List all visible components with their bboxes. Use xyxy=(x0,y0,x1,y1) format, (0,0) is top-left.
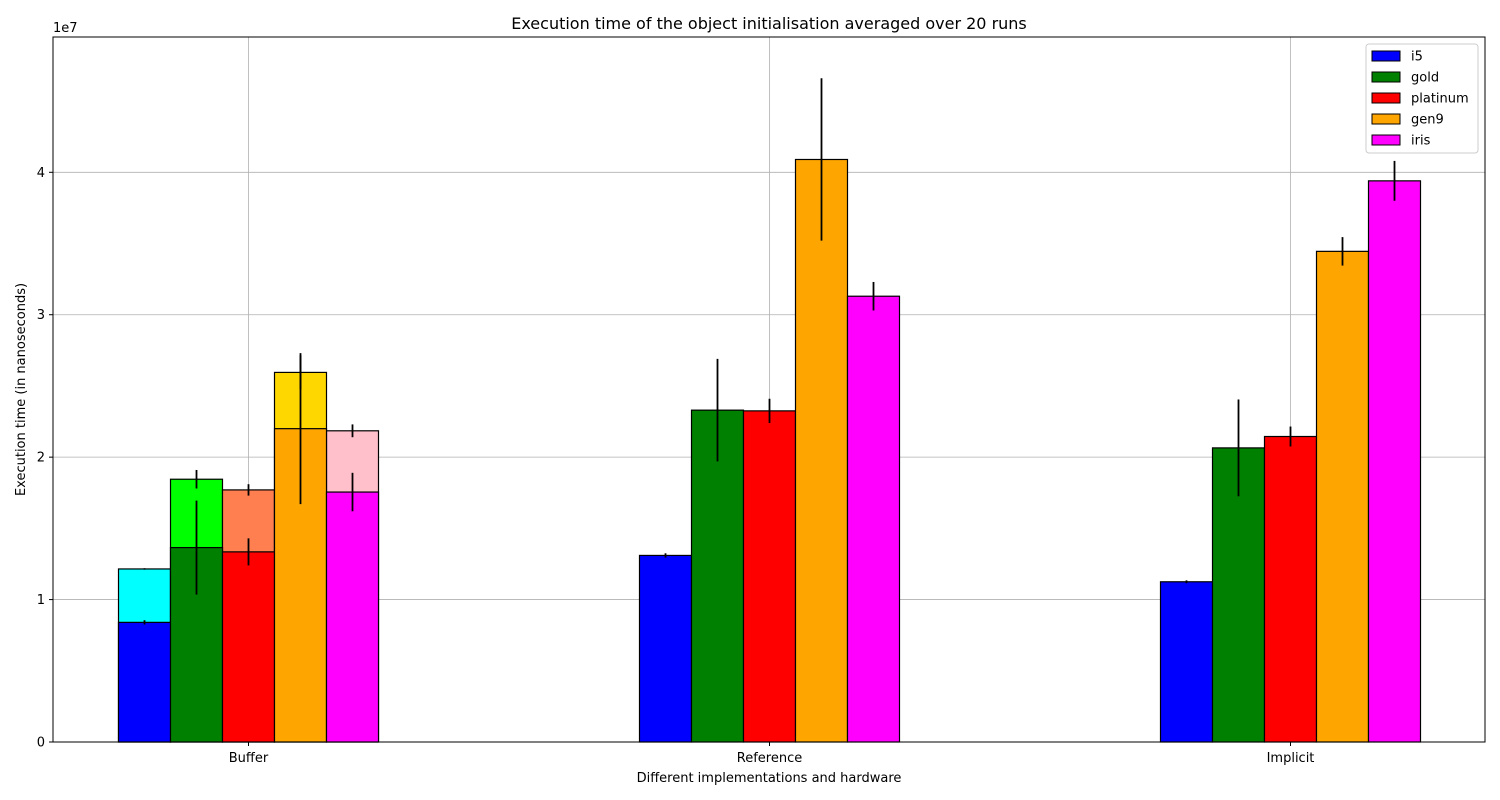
bar-platinum xyxy=(221,551,276,743)
bar-i5 xyxy=(117,621,172,743)
legend-swatch-i5 xyxy=(1371,50,1401,62)
legend-label-i5: i5 xyxy=(1411,50,1423,65)
bar-gold xyxy=(1211,447,1266,743)
y-tick-label: 4 xyxy=(37,166,45,181)
x-tick-label: Reference xyxy=(737,751,802,766)
y-tick-label: 0 xyxy=(37,736,45,751)
bar-i5 xyxy=(638,554,693,743)
y-tick-label: 3 xyxy=(37,308,45,323)
x-tick-label: Buffer xyxy=(229,751,269,766)
y-tick-label: 1 xyxy=(37,593,45,608)
legend-swatch-gold xyxy=(1371,71,1401,83)
legend-swatch-gen9 xyxy=(1371,113,1401,125)
legend-frame xyxy=(1365,43,1479,154)
legend-swatch-platinum xyxy=(1371,92,1401,104)
bar-platinum xyxy=(742,410,797,743)
legend-label-gold: gold xyxy=(1411,71,1439,86)
legend: i5 gold platinum gen9 iris xyxy=(1365,43,1479,154)
y-tick-label: 2 xyxy=(37,451,45,466)
legend-label-iris: iris xyxy=(1411,134,1431,149)
x-axis-label: Different implementations and hardware xyxy=(637,771,902,786)
errors-layer xyxy=(143,78,1396,625)
y-axis-label: Execution time (in nanoseconds) xyxy=(14,283,29,496)
bar-gen9 xyxy=(794,158,849,743)
chart-title: Execution time of the object initialisat… xyxy=(511,14,1027,33)
bar-iris xyxy=(1367,180,1422,743)
bar-iris xyxy=(846,295,901,743)
bar-i5 xyxy=(1159,581,1214,743)
bar-gen9 xyxy=(1315,250,1370,743)
bar-iris xyxy=(325,491,380,743)
bar-platinum xyxy=(1263,435,1318,743)
y-multiplier-label: 1e7 xyxy=(53,21,78,36)
x-tick-label: Implicit xyxy=(1267,751,1315,766)
ticks-layer: 0 1 2 3 4 Buffer Reference Implicit xyxy=(37,166,1315,766)
legend-label-platinum: platinum xyxy=(1411,92,1469,107)
legend-label-gen9: gen9 xyxy=(1411,113,1444,128)
legend-swatch-iris xyxy=(1371,134,1401,146)
bars-layer xyxy=(117,158,1422,743)
